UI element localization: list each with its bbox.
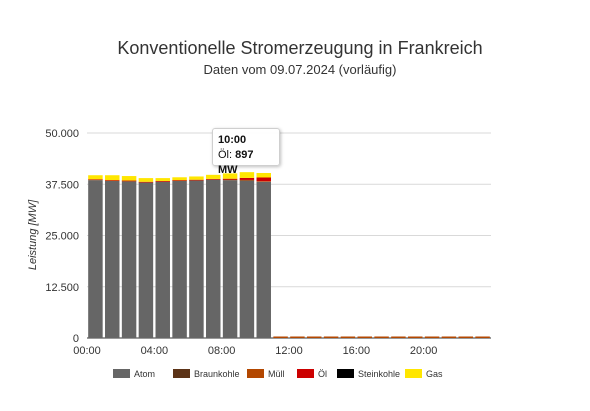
- legend-swatch: [247, 369, 264, 378]
- legend-swatch: [405, 369, 422, 378]
- x-tick-label: 20:00: [410, 345, 438, 357]
- bar-empty[interactable]: [424, 336, 440, 339]
- tooltip-separator: :: [229, 149, 236, 161]
- bar-segment[interactable]: [256, 172, 271, 178]
- x-tick-label: 00:00: [73, 345, 101, 357]
- bar-empty[interactable]: [374, 336, 389, 339]
- bar-segment[interactable]: [239, 179, 255, 181]
- bar-segment[interactable]: [172, 177, 187, 181]
- bar-segment[interactable]: [105, 175, 120, 181]
- bar-segment[interactable]: [256, 181, 271, 338]
- bar-empty[interactable]: [441, 336, 457, 339]
- x-tick-label: 12:00: [275, 345, 303, 357]
- bar-segment[interactable]: [121, 180, 137, 182]
- bar-segment[interactable]: [189, 179, 204, 181]
- legend-swatch: [113, 369, 130, 378]
- bar-empty[interactable]: [323, 336, 339, 339]
- legend-item[interactable]: Steinkohle: [337, 369, 400, 379]
- tooltip-series: Öl: [218, 149, 229, 161]
- legend-swatch: [337, 369, 354, 378]
- tooltip-time: 10:00: [218, 134, 247, 146]
- bar-segment[interactable]: [222, 173, 238, 179]
- legend-label: Öl: [318, 369, 327, 379]
- bar-segment[interactable]: [155, 178, 170, 181]
- bar-segment[interactable]: [105, 180, 120, 338]
- bar-empty[interactable]: [273, 336, 288, 339]
- legend[interactable]: Atom Braunkohle Müll Öl Steinkohle Gas: [113, 369, 443, 379]
- legend-item[interactable]: Öl: [297, 369, 327, 379]
- bar-segment[interactable]: [206, 178, 221, 180]
- bar-empty[interactable]: [290, 336, 305, 339]
- tooltip: 10:00 Öl: 897 MW: [212, 128, 280, 176]
- bar-segment[interactable]: [256, 181, 271, 182]
- bar-segment[interactable]: [172, 180, 187, 338]
- bar-segment[interactable]: [138, 182, 154, 338]
- y-tick-label: 0: [73, 333, 79, 345]
- x-tick-label: 16:00: [343, 345, 371, 357]
- legend-swatch: [173, 369, 190, 378]
- bar-segment[interactable]: [239, 180, 255, 338]
- bar-segment[interactable]: [88, 175, 103, 180]
- bar-segment[interactable]: [256, 177, 271, 182]
- tooltip-value: 897 MW: [218, 149, 254, 176]
- legend-label: Müll: [268, 369, 285, 379]
- bar-empty[interactable]: [475, 336, 490, 339]
- x-tick-label: 04:00: [141, 345, 169, 357]
- bar-empty[interactable]: [340, 336, 356, 339]
- y-axis-label: Leistung [MW]: [27, 199, 39, 270]
- legend-item[interactable]: Atom: [113, 369, 155, 379]
- y-tick-label: 37.500: [45, 179, 79, 191]
- bar-segment[interactable]: [206, 179, 221, 338]
- chart-title: Konventionelle Stromerzeugung in Frankre…: [117, 38, 482, 58]
- bar-segment[interactable]: [121, 176, 137, 181]
- legend-item[interactable]: Müll: [247, 369, 285, 379]
- y-tick-label: 25.000: [45, 231, 79, 243]
- bar-segment[interactable]: [189, 180, 204, 338]
- bar-segment[interactable]: [222, 180, 238, 338]
- bar-segment[interactable]: [105, 180, 120, 181]
- bar-segment[interactable]: [222, 178, 238, 180]
- bar-segment[interactable]: [239, 177, 255, 180]
- legend-label: Gas: [426, 369, 443, 379]
- bar-segment[interactable]: [239, 172, 255, 178]
- bar-segment[interactable]: [138, 178, 154, 182]
- bar-empty[interactable]: [391, 336, 406, 339]
- x-tick-label: 08:00: [208, 345, 236, 357]
- bars[interactable]: [88, 172, 490, 338]
- bar-empty[interactable]: [458, 336, 473, 339]
- legend-swatch: [297, 369, 314, 378]
- chart-subtitle: Daten vom 09.07.2024 (vorläufig): [204, 62, 397, 77]
- bar-empty[interactable]: [408, 336, 423, 339]
- bar-segment[interactable]: [155, 180, 170, 182]
- bar-segment[interactable]: [222, 179, 238, 181]
- x-tick-labels: 00:00 04:00 08:00 12:00 16:00 20:00: [73, 345, 437, 357]
- bar-empty[interactable]: [307, 336, 322, 339]
- y-tick-label: 50.000: [45, 128, 79, 140]
- legend-item[interactable]: Gas: [405, 369, 443, 379]
- bar-empty[interactable]: [357, 336, 372, 339]
- bar-segment[interactable]: [88, 179, 103, 180]
- y-tick-labels: 0 12.500 25.000 37.500 50.000: [45, 128, 79, 345]
- bar-segment[interactable]: [88, 180, 103, 338]
- gridlines: [87, 132, 491, 339]
- legend-item[interactable]: Braunkohle: [173, 369, 240, 379]
- bar-segment[interactable]: [189, 176, 204, 180]
- bar-segment[interactable]: [206, 174, 221, 179]
- bar-segment[interactable]: [155, 181, 170, 338]
- legend-label: Braunkohle: [194, 369, 240, 379]
- bar-segment[interactable]: [138, 181, 154, 183]
- bar-segment[interactable]: [121, 181, 137, 338]
- y-tick-label: 12.500: [45, 282, 79, 294]
- legend-label: Atom: [134, 369, 155, 379]
- legend-label: Steinkohle: [358, 369, 400, 379]
- bar-segment[interactable]: [172, 180, 187, 181]
